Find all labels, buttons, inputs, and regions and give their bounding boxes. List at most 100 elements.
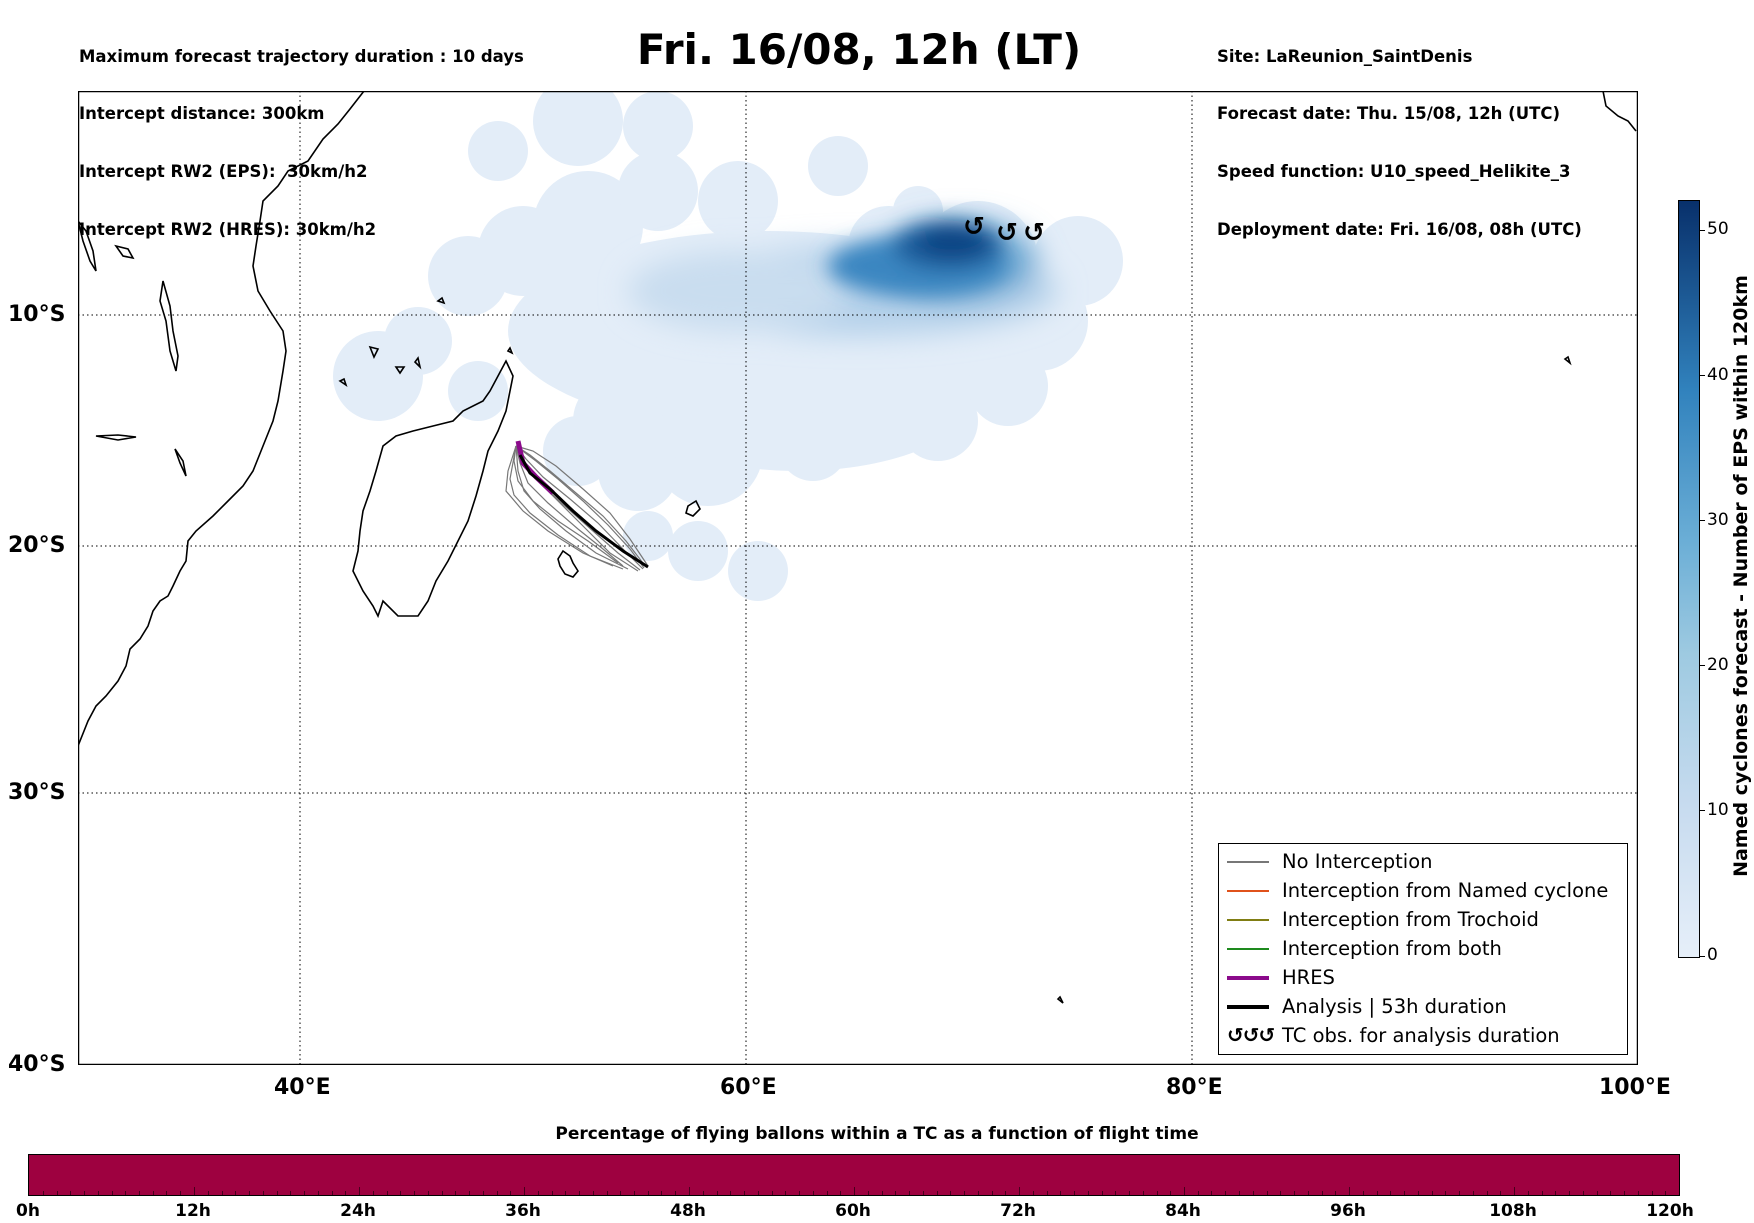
time-tick: 120h [1646, 1201, 1694, 1221]
bottom-colorbar-tickmark [744, 1191, 745, 1195]
bottom-colorbar-tickmark [359, 1187, 360, 1195]
bottom-colorbar-tickmark [1101, 1191, 1103, 1195]
colorbar-tick: 10 [1707, 800, 1729, 820]
bottom-colorbar-tickmark [1321, 1191, 1323, 1195]
bottom-colorbar-tickmark [964, 1191, 965, 1195]
time-tick: 0h [16, 1201, 40, 1221]
header-speed-function: Speed function: U10_speed_Helikite_3 [1217, 162, 1571, 182]
bottom-colorbar-tickmark [661, 1191, 663, 1195]
header-intercept-hres: Intercept RW2 (HRES): 30km/h2 [79, 220, 377, 240]
time-tick: 60h [835, 1201, 871, 1221]
legend-label: Interception from Trochoid [1282, 908, 1539, 931]
bottom-colorbar-tickmark [441, 1191, 443, 1195]
cyclone-density-core [828, 222, 1008, 296]
colorbar-tick: 50 [1707, 219, 1729, 239]
map-canvas[interactable]: ↺ ↺ ↺ [78, 91, 1638, 1065]
bottom-colorbar-tickmark [1074, 1191, 1075, 1195]
bottom-colorbar-tickmark [1046, 1191, 1048, 1195]
bottom-colorbar-tickmark [1417, 1191, 1419, 1195]
colorbar-tickmark [1699, 375, 1705, 376]
bottom-colorbar-tickmark [1005, 1191, 1007, 1195]
bottom-colorbar-tickmark [1156, 1191, 1158, 1195]
bottom-colorbar-tickmark [290, 1191, 292, 1195]
trajectory-analysis [518, 454, 649, 569]
lat-label-40s: 40°S [8, 1052, 66, 1077]
lat-label-30s: 30°S [8, 780, 66, 805]
bottom-colorbar-tickmark [1376, 1191, 1378, 1195]
lat-label-20s: 20°S [8, 533, 66, 558]
bottom-colorbar-tickmark [166, 1191, 168, 1195]
bottom-colorbar-tickmark [1431, 1191, 1433, 1195]
bottom-colorbar-tickmark [812, 1191, 814, 1195]
bottom-colorbar-tickmark [634, 1191, 635, 1195]
bottom-colorbar-tickmark [303, 1191, 305, 1195]
bottom-colorbar-tickmark [1307, 1191, 1309, 1195]
bottom-colorbar-tickmark [1500, 1191, 1502, 1195]
colorbar-tickmark [1699, 810, 1705, 811]
legend-swatch [1227, 948, 1269, 950]
bottom-colorbar-tickmark [785, 1191, 787, 1195]
bottom-colorbar-tickmark [1514, 1187, 1515, 1195]
bottom-colorbar-tickmark [510, 1191, 512, 1195]
lon-label-100e: 100°E [1599, 1075, 1671, 1100]
tc-obs-symbols: ↺ ↺ ↺ [963, 212, 1045, 248]
bottom-colorbar-tickmark [249, 1191, 250, 1195]
bottom-colorbar-tickmark [1541, 1191, 1543, 1195]
bottom-colorbar-tickmark [1637, 1191, 1639, 1195]
bottom-colorbar-tickmark [414, 1191, 415, 1195]
bottom-colorbar-tickmark [1252, 1191, 1254, 1195]
bottom-colorbar-tickmark [56, 1191, 58, 1195]
bottom-colorbar-tickmark [991, 1191, 993, 1195]
header-intercept-eps: Intercept RW2 (EPS): 30km/h2 [79, 162, 368, 182]
bottom-colorbar-tickmark [524, 1187, 525, 1195]
bottom-colorbar-tickmark [1293, 1191, 1295, 1195]
colorbar-tickmark [1699, 520, 1705, 521]
bottom-colorbar-tickmark [1459, 1191, 1460, 1195]
time-tick: 84h [1165, 1201, 1201, 1221]
bottom-colorbar-tickmark [867, 1191, 869, 1195]
bottom-colorbar-tickmark [1596, 1191, 1598, 1195]
lon-label-80e: 80°E [1166, 1075, 1223, 1100]
map-border [78, 91, 1638, 1065]
bottom-colorbar-tickmark [111, 1191, 113, 1195]
time-tick: 24h [340, 1201, 376, 1221]
bottom-colorbar-tickmark [482, 1191, 484, 1195]
bottom-colorbar-tickmark [427, 1191, 429, 1195]
bottom-colorbar-tickmark [345, 1191, 347, 1195]
bottom-colorbar-tickmark [592, 1191, 594, 1195]
bottom-colorbar-tickmark [1184, 1187, 1185, 1195]
time-tick: 12h [175, 1201, 211, 1221]
bottom-colorbar-tickmark [455, 1191, 457, 1195]
bottom-colorbar-tickmark [139, 1191, 140, 1195]
bottom-colorbar-tickmark [909, 1191, 910, 1195]
bottom-colorbar-tickmark [1362, 1191, 1364, 1195]
colorbar-tick: 20 [1707, 655, 1729, 675]
bottom-colorbar-tickmark [922, 1191, 924, 1195]
bottom-colorbar-tickmark [235, 1191, 237, 1195]
legend-item: Interception from Named cyclone [1219, 876, 1627, 905]
bottom-colorbar-tickmark [1610, 1191, 1612, 1195]
bottom-colorbar-tickmark [1486, 1191, 1488, 1195]
bottom-colorbar-tickmark [565, 1191, 567, 1195]
bottom-colorbar-tickmark [936, 1191, 938, 1195]
bottom-colorbar-tickmark [1170, 1191, 1172, 1195]
bottom-colorbar-tickmark [70, 1191, 72, 1195]
bottom-colorbar-tickmark [331, 1191, 333, 1195]
bottom-colorbar-tickmark [620, 1191, 622, 1195]
bottom-colorbar-tickmark [1128, 1191, 1130, 1195]
colorbar-tickmark [1699, 956, 1705, 957]
bottom-colorbar-tickmark [606, 1191, 608, 1195]
bottom-colorbar-tickmark [496, 1191, 498, 1195]
legend-label: HRES [1282, 966, 1335, 989]
bottom-colorbar-tickmark [1349, 1187, 1350, 1195]
coastlines [78, 91, 1637, 1004]
bottom-colorbar-tickmark [152, 1191, 154, 1195]
bottom-colorbar-tickmark [400, 1191, 402, 1195]
legend-label: Interception from both [1282, 937, 1502, 960]
legend-swatch [1227, 976, 1269, 980]
bottom-colorbar-tickmark [1651, 1191, 1653, 1195]
gridlines [78, 91, 1638, 1065]
tc-obs-symbol: ↺ [963, 212, 985, 242]
legend-swatch [1227, 890, 1269, 892]
time-tick: 48h [670, 1201, 706, 1221]
